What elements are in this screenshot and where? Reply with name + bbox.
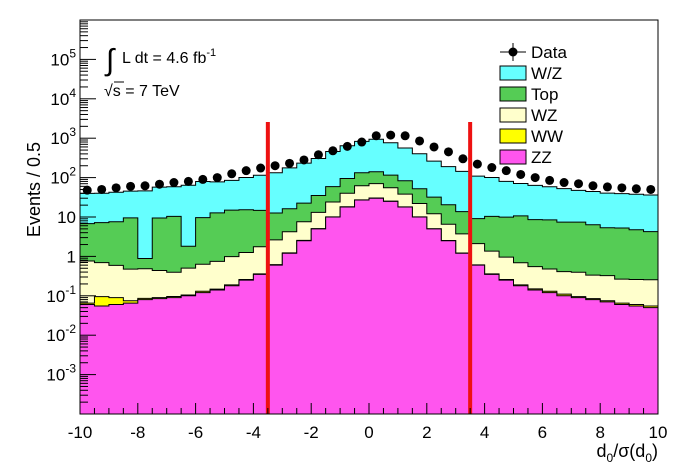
x-tick-label: 2: [422, 423, 431, 442]
y-tick-label: 1: [67, 247, 76, 266]
data-point: [111, 183, 121, 193]
x-tick-label: 6: [538, 423, 547, 442]
data-point: [357, 137, 367, 147]
data-point: [602, 182, 612, 192]
stacked-histograms: [79, 138, 659, 415]
legend-label-w-z: W/Z: [531, 64, 562, 83]
data-point: [342, 141, 352, 151]
data-point: [82, 185, 92, 195]
data-point: [126, 181, 136, 191]
cut-lines: [265, 122, 473, 414]
luminosity-annotation: ∫ L dt = 4.6 fb-1 √s = 7 TeV: [104, 44, 216, 100]
integral-sign: ∫: [104, 44, 116, 77]
x-tick-label: -4: [246, 423, 261, 442]
y-axis-label: Events / 0.5: [24, 142, 44, 237]
x-tick-label: 10: [649, 423, 668, 442]
legend-label-data: Data: [531, 43, 567, 62]
y-tick-label: 105: [50, 46, 76, 69]
data-point: [140, 181, 150, 191]
data-point: [386, 130, 396, 140]
legend-label-wz: WZ: [531, 106, 557, 125]
data-point: [545, 175, 555, 185]
legend-label-ww: WW: [531, 127, 563, 146]
x-tick-label: 4: [480, 423, 489, 442]
y-tick-label: 102: [50, 165, 76, 188]
data-point: [429, 142, 439, 152]
data-points: [82, 130, 656, 195]
data-point: [212, 173, 222, 183]
x-tick-label: -2: [304, 423, 319, 442]
data-point: [241, 166, 251, 176]
legend-swatch-wz: [499, 107, 527, 123]
y-tick-label: 10: [57, 208, 76, 227]
x-axis-label: d0/σ(d0): [596, 441, 658, 465]
data-point: [415, 136, 425, 146]
data-point: [97, 184, 107, 194]
y-tick-label: 10-2: [46, 322, 76, 345]
y-tick-label: 103: [50, 125, 76, 148]
x-tick-label: 8: [595, 423, 604, 442]
legend: Data W/Z Top WZ WW ZZ: [499, 43, 567, 167]
data-point: [400, 131, 410, 141]
data-point: [256, 163, 266, 173]
legend-swatch-top: [499, 86, 527, 102]
legend-label-top: Top: [531, 85, 558, 104]
x-tick-label: -6: [188, 423, 203, 442]
y-tick-label: 10-3: [46, 362, 76, 385]
data-point: [617, 183, 627, 193]
energy-text: √s = 7 TeV: [104, 83, 180, 100]
legend-label-zz: ZZ: [531, 148, 552, 167]
data-point: [154, 179, 164, 189]
x-tick-label: -10: [68, 423, 93, 442]
legend-marker-data: [508, 47, 518, 57]
data-point: [631, 184, 641, 194]
data-point: [198, 174, 208, 184]
x-tick-label: -8: [130, 423, 145, 442]
data-point: [588, 181, 598, 191]
data-point: [574, 179, 584, 189]
data-point: [169, 178, 179, 188]
data-point: [559, 178, 569, 188]
data-point: [299, 155, 309, 165]
histogram-zz: [79, 197, 659, 415]
data-point: [270, 161, 280, 171]
data-point: [487, 163, 497, 173]
data-point: [472, 159, 482, 169]
x-tick-label: 0: [364, 423, 373, 442]
legend-swatch-zz: [499, 149, 527, 165]
data-point: [443, 147, 453, 157]
data-point: [646, 184, 656, 194]
legend-swatch-w-z: [499, 65, 527, 81]
data-point: [285, 158, 295, 168]
data-point: [328, 146, 338, 156]
data-point: [227, 169, 237, 179]
data-point: [371, 131, 381, 141]
data-point: [313, 150, 323, 160]
luminosity-text: L dt = 4.6 fb-1: [122, 47, 216, 67]
data-point: [183, 176, 193, 186]
data-point: [501, 166, 511, 176]
legend-swatch-ww: [499, 128, 527, 144]
data-point: [516, 169, 526, 179]
y-tick-label: 104: [50, 86, 76, 109]
data-point: [458, 154, 468, 164]
data-point: [530, 173, 540, 183]
x-axis-ticks: -10 -8 -6 -4 -2 0 2 4 6 8 10: [68, 403, 668, 442]
y-tick-label: 10-1: [46, 283, 76, 306]
